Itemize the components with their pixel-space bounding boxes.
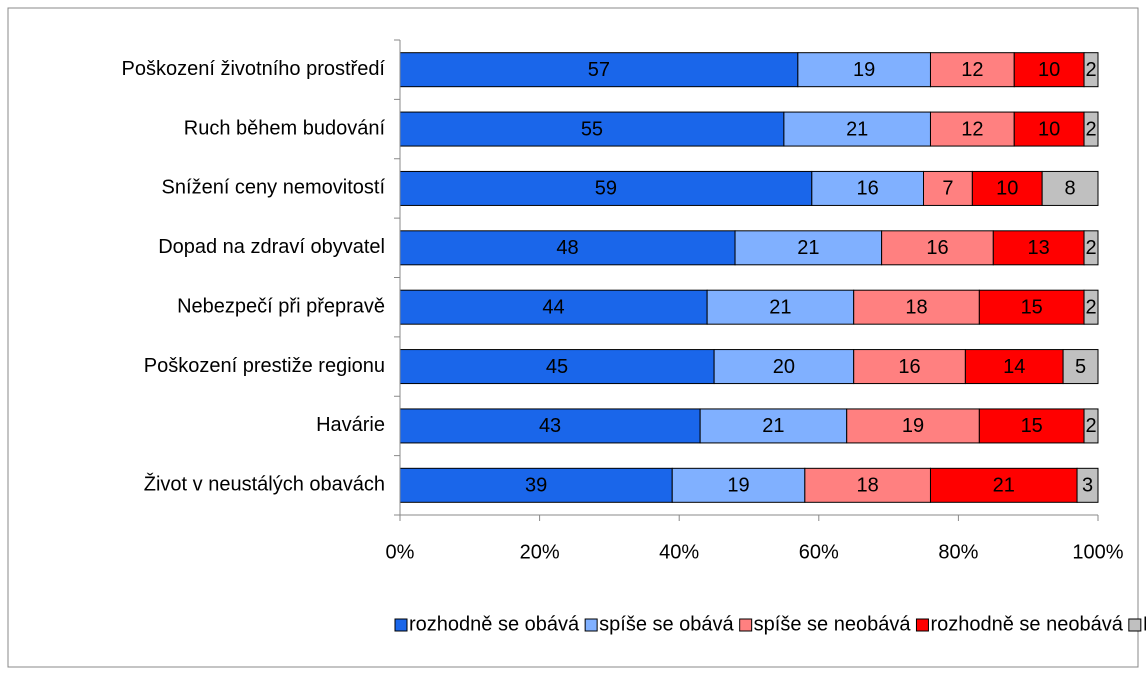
data-label: 45	[546, 356, 568, 378]
data-label: 44	[542, 296, 564, 318]
data-label: 10	[1038, 118, 1060, 140]
bar-segment	[399, 349, 715, 385]
y-tick-label: Život v neustálých obavách	[144, 473, 385, 496]
data-label: 2	[1085, 415, 1096, 437]
legend-label: rozhodně se neobává	[930, 613, 1123, 635]
data-label: 10	[1038, 59, 1060, 81]
x-tick-label: 60%	[799, 541, 839, 563]
legend-swatch	[394, 618, 408, 632]
legend-label: NEVÍ	[1143, 612, 1146, 635]
bar-segment	[978, 289, 1085, 325]
bar-segment	[1083, 111, 1099, 147]
data-label: 2	[1085, 118, 1096, 140]
data-label: 2	[1085, 296, 1096, 318]
data-label: 21	[846, 118, 868, 140]
data-label: 57	[588, 59, 610, 81]
data-label: 59	[595, 178, 617, 200]
bar-segment	[1013, 111, 1085, 147]
data-label: 13	[1028, 237, 1050, 259]
bar-segment	[706, 289, 855, 325]
data-label: 18	[905, 296, 927, 318]
data-label: 21	[769, 296, 791, 318]
data-label: 16	[857, 178, 879, 200]
legend-label: rozhodně se obává	[409, 613, 580, 635]
bar-segment	[929, 52, 1015, 88]
y-tick-label: Poškození životního prostředí	[122, 58, 386, 80]
data-label: 19	[902, 415, 924, 437]
bar-segment	[853, 349, 966, 385]
data-label: 19	[853, 59, 875, 81]
chart-frame	[7, 7, 1139, 668]
data-label: 15	[1021, 415, 1043, 437]
legend-swatch	[584, 618, 598, 632]
y-tick-label: Snížení ceny nemovitostí	[162, 177, 386, 199]
bar-segment	[811, 170, 925, 206]
data-label: 2	[1085, 59, 1096, 81]
bar-segment	[846, 408, 980, 444]
bar-segment	[923, 170, 973, 206]
data-label: 15	[1021, 296, 1043, 318]
x-tick-label: 100%	[1072, 541, 1123, 563]
data-label: 48	[556, 237, 578, 259]
data-label: 16	[898, 356, 920, 378]
bar-segment	[978, 408, 1085, 444]
data-label: 7	[942, 178, 953, 200]
bar-segment	[992, 230, 1085, 266]
y-tick-label: Poškození prestiže regionu	[144, 355, 385, 377]
legend-label: spíše se obává	[599, 613, 734, 635]
bar-segment	[1083, 230, 1099, 266]
data-label: 39	[525, 475, 547, 497]
data-label: 19	[727, 475, 749, 497]
data-label: 12	[961, 59, 983, 81]
data-label: 21	[797, 237, 819, 259]
bar-segment	[671, 467, 806, 503]
bar-segment	[797, 52, 931, 88]
y-tick-label: Dopad na zdraví obyvatel	[158, 236, 385, 258]
bar-segment	[804, 467, 931, 503]
data-label: 21	[993, 475, 1015, 497]
bar-segment	[399, 230, 736, 266]
data-label: 55	[581, 118, 603, 140]
data-label: 12	[961, 118, 983, 140]
bar-segment	[399, 111, 785, 147]
bar-segment	[399, 170, 813, 206]
legend-label: spíše se neobává	[754, 613, 912, 635]
bar-segment	[399, 52, 799, 88]
data-label: 2	[1085, 237, 1096, 259]
bar-segment	[399, 408, 701, 444]
bar-segment	[1083, 289, 1099, 325]
legend-swatch	[739, 618, 753, 632]
bar-segment	[783, 111, 931, 147]
bar-segment	[1041, 170, 1099, 206]
data-label: 10	[996, 178, 1018, 200]
bar-segment	[1062, 349, 1099, 385]
bar-segment	[1083, 52, 1099, 88]
x-tick-label: 80%	[938, 541, 978, 563]
y-tick-label: Havárie	[316, 414, 385, 436]
data-label: 14	[1003, 356, 1025, 378]
x-tick-label: 20%	[520, 541, 560, 563]
data-label: 21	[762, 415, 784, 437]
data-label: 16	[926, 237, 948, 259]
y-tick-label: Ruch během budování	[184, 117, 386, 139]
legend-swatch	[1128, 618, 1142, 632]
data-label: 20	[773, 356, 795, 378]
bar-segment	[399, 289, 708, 325]
x-tick-label: 0%	[386, 541, 415, 563]
bar-segment	[1083, 408, 1099, 444]
bar-segment	[1076, 467, 1099, 503]
data-label: 8	[1065, 178, 1076, 200]
bar-segment	[971, 170, 1043, 206]
x-tick-label: 40%	[659, 541, 699, 563]
data-label: 18	[857, 475, 879, 497]
legend-swatch	[915, 618, 929, 632]
data-label: 43	[539, 415, 561, 437]
y-tick-label: Nebezpečí při přepravě	[177, 295, 385, 317]
data-label: 3	[1082, 475, 1093, 497]
data-label: 5	[1075, 356, 1086, 378]
